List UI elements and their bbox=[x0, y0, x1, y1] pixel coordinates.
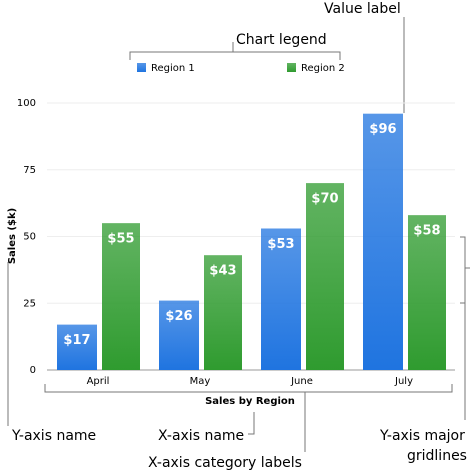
legend-label: Region 2 bbox=[301, 63, 345, 74]
annotation: Chart legend bbox=[236, 32, 327, 48]
bar bbox=[204, 255, 242, 370]
value-label: $17 bbox=[63, 333, 90, 348]
annotation-line bbox=[129, 42, 341, 60]
y-tick-label: 25 bbox=[23, 298, 36, 309]
annotation-line bbox=[248, 412, 255, 435]
x-tick-label: May bbox=[190, 376, 211, 387]
bar bbox=[306, 183, 344, 370]
y-tick-label: 0 bbox=[30, 365, 36, 376]
annotation: X-axis category labels bbox=[148, 455, 302, 471]
value-label: $58 bbox=[413, 224, 440, 239]
bar bbox=[408, 215, 446, 370]
bar bbox=[159, 300, 199, 370]
annotation: gridlines bbox=[407, 448, 467, 464]
annotation: Y-axis major bbox=[379, 428, 465, 444]
legend-swatch bbox=[137, 63, 146, 72]
x-tick-label: June bbox=[290, 376, 313, 387]
annotation: Value label bbox=[324, 1, 401, 17]
y-tick-label: 50 bbox=[23, 232, 36, 243]
bar bbox=[102, 223, 140, 370]
x-axis-title: Sales by Region bbox=[205, 396, 295, 407]
y-tick-label: 100 bbox=[17, 98, 36, 109]
value-label: $96 bbox=[369, 122, 396, 137]
legend-label: Region 1 bbox=[151, 63, 195, 74]
value-label: $70 bbox=[311, 192, 338, 207]
x-tick-label: April bbox=[87, 376, 110, 387]
x-tick-label: July bbox=[394, 376, 413, 387]
y-axis-title: Sales ($k) bbox=[7, 208, 18, 264]
legend-swatch bbox=[287, 63, 296, 72]
annotation: Y-axis name bbox=[11, 428, 96, 444]
value-label: $53 bbox=[267, 237, 294, 252]
category-bracket bbox=[44, 384, 453, 393]
value-label: $26 bbox=[165, 309, 192, 324]
annotation-line bbox=[460, 236, 470, 420]
annotation: X-axis name bbox=[158, 428, 244, 444]
bar bbox=[57, 324, 97, 370]
bar bbox=[261, 228, 301, 370]
y-tick-label: 75 bbox=[23, 165, 36, 176]
bar bbox=[363, 113, 403, 371]
value-label: $43 bbox=[209, 264, 236, 279]
value-label: $55 bbox=[107, 232, 134, 247]
